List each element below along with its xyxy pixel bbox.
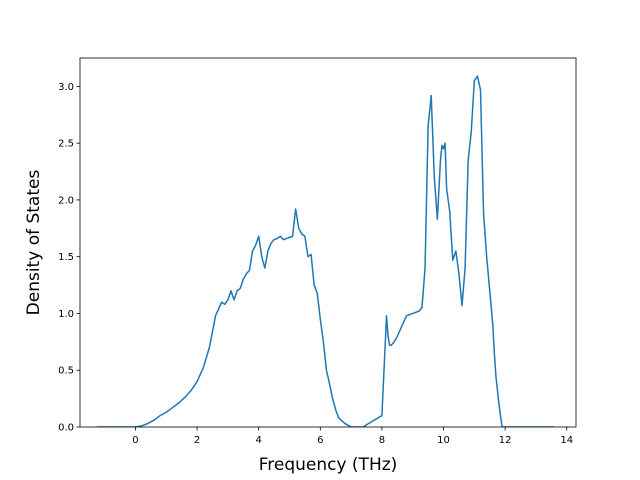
y-tick-label: 0.0: [58, 423, 74, 434]
plot-area: [96, 75, 555, 427]
x-tick-label: 6: [317, 435, 323, 446]
x-tick-label: 12: [499, 435, 512, 446]
y-axis-label: Density of States: [24, 170, 44, 316]
x-axis-ticks: 0 2 4 6 8 10 12 14: [132, 427, 573, 446]
x-tick-label: 10: [437, 435, 450, 446]
x-tick-label: 0: [132, 435, 138, 446]
y-tick-label: 3.0: [58, 82, 74, 93]
axes-frame: [79, 57, 577, 428]
y-tick-label: 1.0: [58, 309, 74, 320]
y-axis-ticks: 0.0 0.5 1.0 1.5 2.0 2.5 3.0: [58, 82, 80, 434]
y-tick-label: 0.5: [58, 366, 74, 377]
y-tick-label: 2.5: [58, 139, 74, 150]
x-tick-label: 14: [560, 435, 573, 446]
x-tick-label: 2: [194, 435, 200, 446]
y-tick-label: 1.5: [58, 252, 74, 263]
x-tick-label: 4: [255, 435, 261, 446]
dos-series-line: [96, 75, 555, 427]
x-tick-label: 8: [379, 435, 385, 446]
y-tick-label: 2.0: [58, 195, 74, 206]
x-axis-label: Frequency (THz): [259, 455, 398, 475]
